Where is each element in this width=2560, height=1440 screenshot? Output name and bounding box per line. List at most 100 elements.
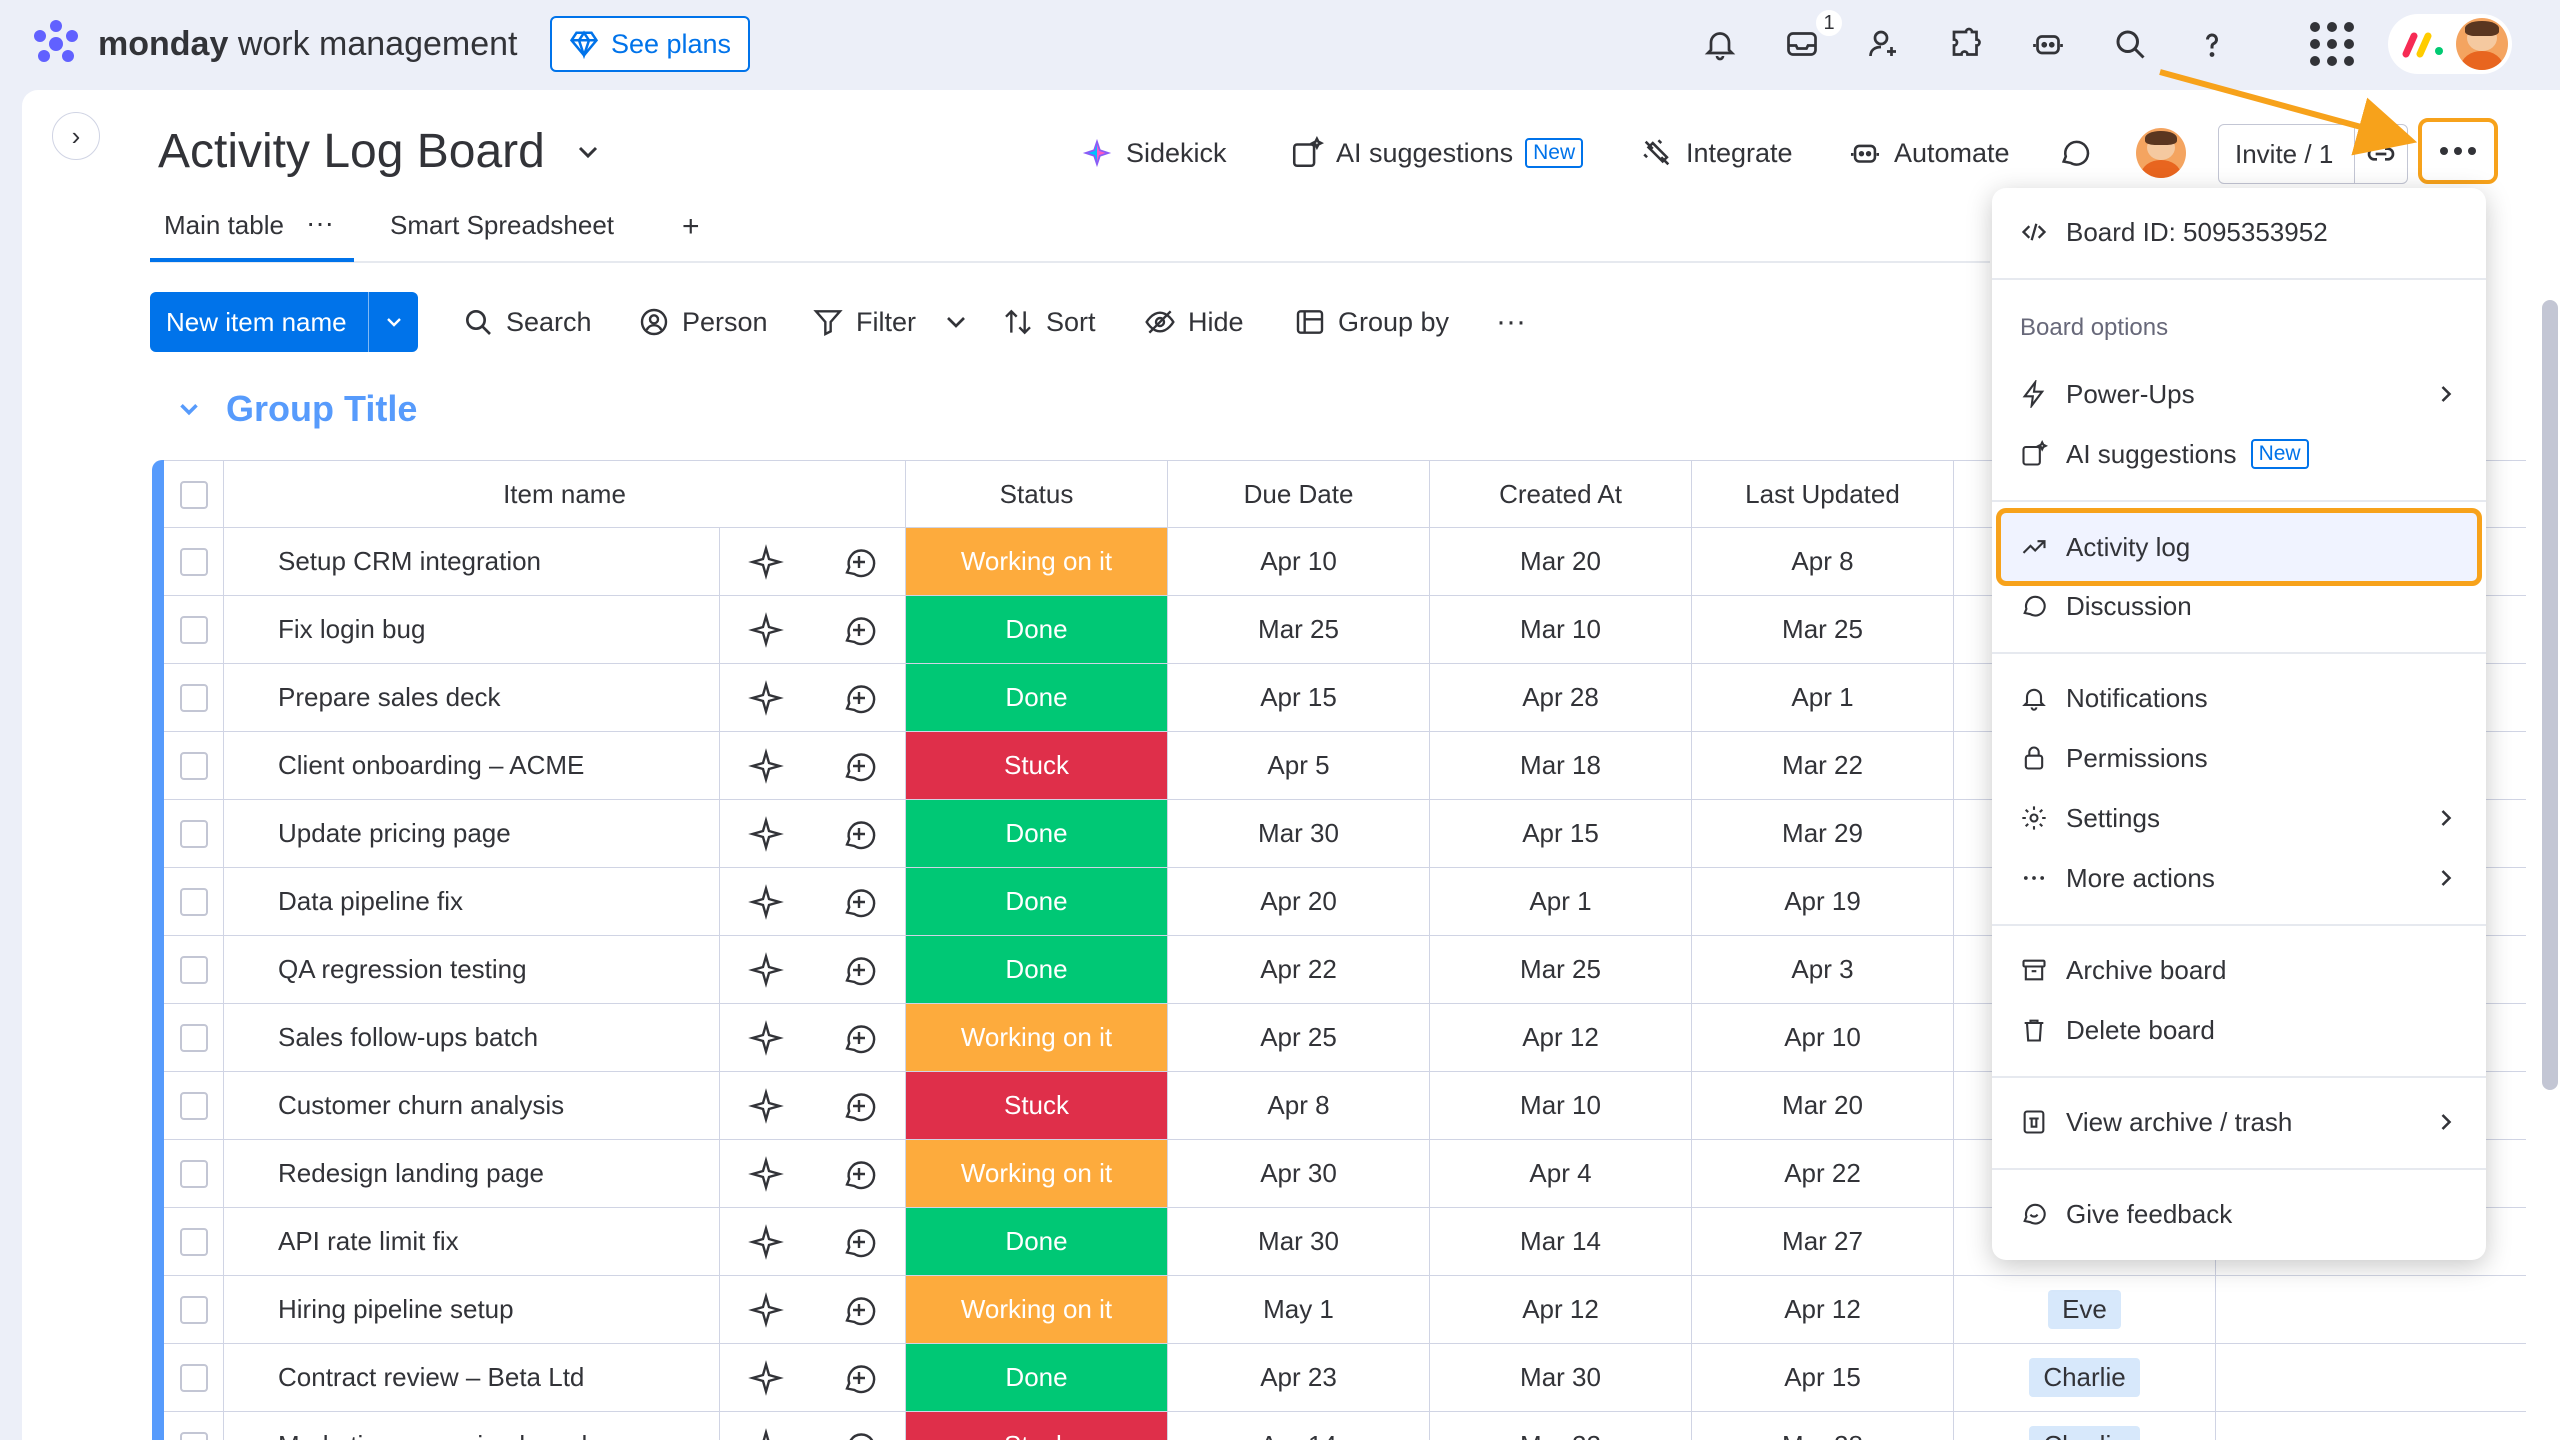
ai-sparkle-icon[interactable] [748,815,785,852]
due-date-cell[interactable]: Apr 22 [1168,936,1430,1003]
group-header[interactable]: Group Title [174,388,417,430]
item-name-cell[interactable]: Update pricing page [224,800,720,867]
column-header-created-at[interactable]: Created At [1430,461,1692,528]
person-chip[interactable]: Charlie [2029,1358,2140,1397]
copy-link-icon[interactable] [2353,125,2407,183]
status-cell[interactable]: Working on it [906,1276,1168,1343]
table-row[interactable]: Contract review – Beta Ltd Done Apr 23 Mar … [164,1344,2526,1412]
ai-sparkle-icon[interactable] [748,611,785,648]
column-header-last-updated[interactable]: Last Updated [1692,461,1954,528]
add-update-icon[interactable] [841,748,877,784]
status-cell[interactable]: Done [906,936,1168,1003]
row-checkbox[interactable] [164,1208,224,1275]
row-checkbox[interactable] [164,528,224,595]
group-title[interactable]: Group Title [226,388,418,429]
item-name-cell[interactable]: QA regression testing [224,936,720,1003]
row-checkbox[interactable] [164,1276,224,1343]
person-chip[interactable]: Eve [2048,1290,2121,1329]
ai-sparkle-icon[interactable] [748,747,785,784]
due-date-cell[interactable]: Mar 25 [1168,596,1430,663]
ai-sparkle-icon[interactable] [748,1155,785,1192]
select-all-checkbox[interactable] [164,461,224,528]
help-question-icon[interactable] [2188,20,2236,68]
due-date-cell[interactable]: Apr 25 [1168,1004,1430,1071]
item-name-cell[interactable]: Marketing campaign launch [224,1412,720,1440]
status-cell[interactable]: Working on it [906,528,1168,595]
table-row[interactable]: Fix login bug Done Mar 25 Mar 10 Mar 25 [164,596,2526,664]
item-name-cell[interactable]: Sales follow-ups batch [224,1004,720,1071]
user-avatar[interactable] [2456,18,2508,70]
table-row[interactable]: Client onboarding – ACME Stuck Apr 5 Mar 18… [164,732,2526,800]
table-row[interactable]: Customer churn analysis Stuck Apr 8 Mar 10 M… [164,1072,2526,1140]
add-update-icon[interactable] [841,544,877,580]
menu-notifications[interactable]: Notifications [1992,670,2486,726]
add-update-icon[interactable] [841,952,877,988]
invite-button[interactable]: Invite / 1 [2218,124,2408,184]
apps-puzzle-icon[interactable] [1942,20,1990,68]
tab-main-table-more-icon[interactable]: ··· [306,207,334,238]
tab-smart-spreadsheet[interactable]: Smart Spreadsheet [390,210,615,240]
table-row[interactable]: Sales follow-ups batch Working on it Apr 2… [164,1004,2526,1072]
status-cell[interactable]: Done [906,664,1168,731]
ai-sparkle-icon[interactable] [748,1223,785,1260]
table-row[interactable]: API rate limit fix Done Mar 30 Mar 14 Mar 27 [164,1208,2526,1276]
menu-discussion[interactable]: Discussion [1992,578,2486,634]
menu-power-ups[interactable]: Power-Ups [1992,366,2486,422]
due-date-cell[interactable]: Apr 20 [1168,868,1430,935]
automate-button[interactable]: Automate [1848,128,2010,178]
add-update-icon[interactable] [841,1224,877,1260]
sort-button[interactable]: Sort [1002,300,1096,344]
item-name-cell[interactable]: API rate limit fix [224,1208,720,1275]
due-date-cell[interactable]: Apr 15 [1168,664,1430,731]
add-update-icon[interactable] [841,816,877,852]
add-update-icon[interactable] [841,1088,877,1124]
apps-grid-icon[interactable] [2310,22,2354,66]
person-chip[interactable]: Charlie [2029,1426,2140,1440]
menu-settings[interactable]: Settings [1992,790,2486,846]
item-name-cell[interactable]: Contract review – Beta Ltd [224,1344,720,1411]
filter-dropdown-chevron-icon[interactable] [940,300,972,344]
row-checkbox[interactable] [164,800,224,867]
person-cell[interactable]: Charlie [1954,1344,2216,1411]
row-checkbox[interactable] [164,596,224,663]
menu-permissions[interactable]: Permissions [1992,730,2486,786]
new-item-button[interactable]: New item name [150,292,418,352]
ai-sparkle-icon[interactable] [748,1359,785,1396]
notifications-bell-icon[interactable] [1696,20,1744,68]
row-checkbox[interactable] [164,1344,224,1411]
table-row[interactable]: Prepare sales deck Done Apr 15 Apr 28 Apr 1 [164,664,2526,732]
due-date-cell[interactable]: Apr 30 [1168,1140,1430,1207]
due-date-cell[interactable]: Apr 10 [1168,528,1430,595]
sidekick-button[interactable]: Sidekick [1080,128,1227,178]
row-checkbox[interactable] [164,1072,224,1139]
ai-sparkle-icon[interactable] [748,1019,785,1056]
search-icon[interactable] [2106,20,2154,68]
row-checkbox[interactable] [164,664,224,731]
ai-sparkle-icon[interactable] [748,1291,785,1328]
table-row[interactable]: Data pipeline fix Done Apr 20 Apr 1 Apr 19 [164,868,2526,936]
monday-logo-icon[interactable] [30,18,82,70]
status-cell[interactable]: Working on it [906,1004,1168,1071]
board-more-options-button[interactable] [2418,118,2498,184]
toolbar-more-icon[interactable]: ··· [1496,305,1526,338]
add-update-icon[interactable] [841,612,877,648]
person-cell[interactable]: Eve [1954,1276,2216,1343]
column-header-due-date[interactable]: Due Date [1168,461,1430,528]
ai-sparkle-icon[interactable] [748,883,785,920]
menu-board-id[interactable]: Board ID: 5095353952 [1992,204,2486,260]
status-cell[interactable]: Done [906,596,1168,663]
invite-members-icon[interactable] [1860,20,1908,68]
row-checkbox[interactable] [164,1140,224,1207]
integrate-button[interactable]: Integrate [1640,128,1793,178]
add-update-icon[interactable] [841,884,877,920]
ai-sparkle-icon[interactable] [748,1087,785,1124]
due-date-cell[interactable]: May 1 [1168,1276,1430,1343]
due-date-cell[interactable]: Apr 14 [1168,1412,1430,1440]
item-name-cell[interactable]: Prepare sales deck [224,664,720,731]
see-plans-button[interactable]: See plans [550,16,750,72]
item-name-cell[interactable]: Client onboarding – ACME [224,732,720,799]
table-row[interactable]: Setup CRM integration Working on it Apr 10… [164,528,2526,596]
ai-sparkle-icon[interactable] [748,679,785,716]
add-update-icon[interactable] [841,1292,877,1328]
due-date-cell[interactable]: Mar 30 [1168,1208,1430,1275]
